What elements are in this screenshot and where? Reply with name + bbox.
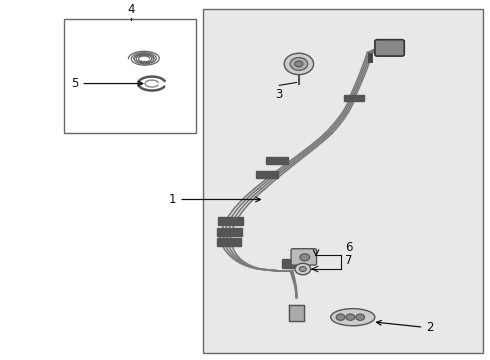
Text: 1: 1 (169, 193, 260, 206)
Bar (203, 9, 483, 353)
Bar (344, 95, 364, 101)
Bar (64, 19, 196, 134)
Bar (256, 171, 278, 178)
Text: 5: 5 (71, 77, 143, 90)
Bar (217, 228, 242, 235)
Text: 6: 6 (345, 241, 353, 254)
Bar (282, 260, 306, 268)
Text: 7: 7 (345, 254, 353, 267)
Circle shape (300, 254, 310, 261)
Circle shape (284, 53, 314, 75)
Text: 3: 3 (275, 88, 283, 101)
Ellipse shape (331, 309, 375, 326)
FancyBboxPatch shape (291, 249, 317, 265)
Circle shape (346, 314, 355, 320)
Circle shape (295, 263, 311, 275)
Bar (266, 157, 288, 164)
FancyBboxPatch shape (375, 40, 404, 56)
Circle shape (299, 266, 306, 271)
Bar (217, 238, 241, 246)
Circle shape (290, 58, 308, 70)
Bar (218, 217, 243, 225)
Text: 2: 2 (376, 320, 434, 334)
Circle shape (295, 61, 303, 67)
Polygon shape (289, 305, 304, 321)
Circle shape (336, 314, 345, 320)
Circle shape (356, 314, 365, 320)
Text: 4: 4 (127, 3, 135, 16)
